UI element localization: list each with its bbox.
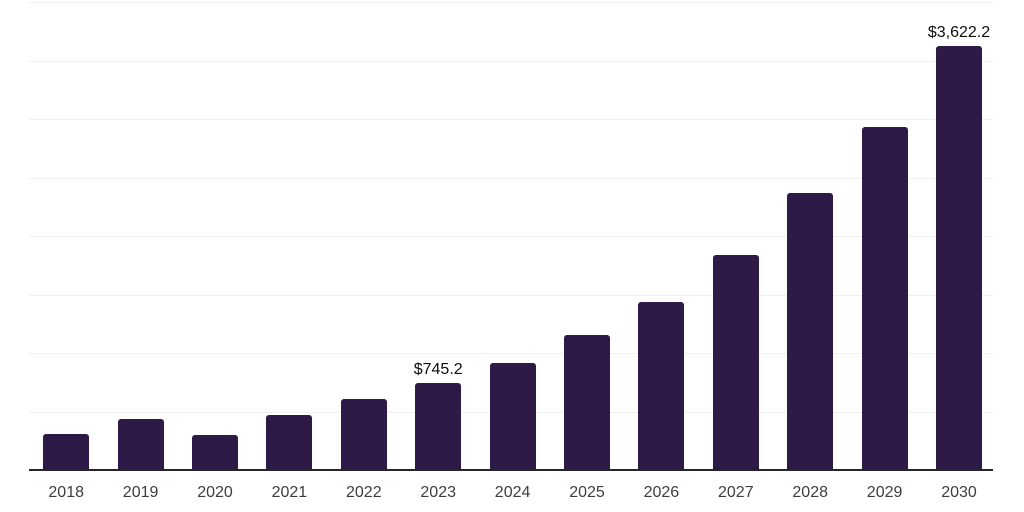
x-tick-label-2025: 2025: [569, 484, 605, 501]
x-tick-label-2018: 2018: [48, 484, 84, 501]
gridline-3500: [29, 60, 993, 62]
x-tick-label-2020: 2020: [197, 484, 233, 501]
gridline-4000: [29, 2, 993, 3]
gridline-2500: [29, 177, 993, 179]
x-tick-label-2019: 2019: [122, 484, 159, 501]
bar-2018[interactable]: [43, 433, 90, 470]
bar-2022[interactable]: [340, 399, 387, 470]
bar-2024[interactable]: [489, 362, 536, 470]
bar-2021[interactable]: [266, 415, 313, 470]
bar-2023[interactable]: [415, 382, 462, 470]
bar-2020[interactable]: [192, 435, 238, 470]
x-tick-label-2028: 2028: [792, 484, 828, 501]
bar-2026[interactable]: [638, 302, 685, 470]
bar-2025[interactable]: [564, 334, 610, 470]
x-tick-label-2024: 2024: [494, 484, 531, 501]
x-tick-label-2027: 2027: [718, 484, 754, 501]
bar-2028[interactable]: [787, 193, 834, 470]
gridline-3000: [29, 119, 993, 120]
x-tick-label-2023: 2023: [420, 484, 456, 501]
x-tick-label-2021: 2021: [271, 484, 308, 501]
bar-2027[interactable]: [712, 254, 759, 470]
x-tick-label-2022: 2022: [346, 484, 382, 501]
x-tick-label-2029: 2029: [866, 484, 903, 501]
bar-2030[interactable]: [936, 46, 982, 470]
x-tick-label-2030: 2030: [941, 484, 977, 501]
x-axis-line: [29, 469, 993, 471]
data-label-2030: $3,622.2: [927, 24, 991, 42]
bar-2029[interactable]: [861, 126, 908, 470]
gridline-1000: [29, 353, 993, 354]
data-label-2023: $745.2: [413, 360, 463, 378]
gridline-1500: [29, 294, 993, 296]
bar-2019[interactable]: [117, 418, 164, 470]
x-tick-label-2026: 2026: [643, 484, 680, 501]
gridline-2000: [29, 236, 993, 237]
